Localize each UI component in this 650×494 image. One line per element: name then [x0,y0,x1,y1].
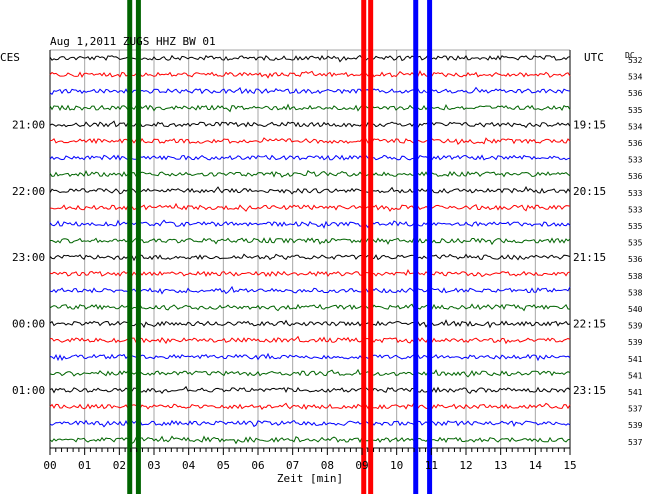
dc-value: 537 [628,438,643,447]
x-tick-label: 01 [78,459,91,472]
dc-value: 539 [628,322,643,331]
dc-value: 534 [628,122,643,131]
event-marker-5 [413,0,419,494]
dc-value: 535 [628,239,643,248]
dc-value: 536 [628,89,643,98]
dc-value: 538 [628,288,643,297]
x-tick-label: 02 [113,459,126,472]
x-tick-label: 09 [355,459,368,472]
x-tick-label: 12 [459,459,472,472]
right-hour-label: 22:15 [573,318,606,331]
left-hour-label: 21:00 [12,118,45,131]
x-tick-label: 13 [494,459,507,472]
left-hour-label: 00:00 [12,318,45,331]
dc-value: 539 [628,338,643,347]
dc-value: 533 [628,205,643,214]
x-axis-label: Zeit [min] [277,472,343,485]
left-hour-label: 22:00 [12,185,45,198]
seismic-traces [49,54,571,445]
event-marker-1 [127,0,133,494]
left-hour-labels: 21:00 22:00 23:00 00:00 01:00 [12,118,45,397]
right-hour-label: 23:15 [573,384,606,397]
x-tick-label: 11 [425,459,438,472]
right-hour-label: 19:15 [573,118,606,131]
dc-value: 541 [628,388,643,397]
dc-value: 541 [628,355,643,364]
event-marker-6 [427,0,433,494]
left-timezone-label: CES [0,51,20,64]
chart-title: Aug 1,2011 ZUGS HHZ BW 01 [50,35,216,48]
right-timezone-label: UTC [584,51,604,64]
x-tick-label: 07 [286,459,299,472]
dc-value: 535 [628,222,643,231]
dc-value-labels: 532 534 536 535 534 536 533 536 533 533 535 535 536 5… [628,56,643,447]
right-hour-label: 21:15 [573,251,606,264]
left-hour-label: 23:00 [12,251,45,264]
right-hour-label: 20:15 [573,185,606,198]
x-tick-label: 14 [529,459,543,472]
dc-value: 540 [628,305,643,314]
dc-value: 538 [628,272,643,281]
x-tick-label: 00 [43,459,56,472]
dc-value: 536 [628,255,643,264]
x-tick-label: 04 [182,459,196,472]
dc-value: 533 [628,156,643,165]
dc-value: 535 [628,106,643,115]
x-tick-label: 10 [390,459,403,472]
dc-value: 536 [628,172,643,181]
dc-value: 539 [628,421,643,430]
x-axis: 00 01 02 03 04 05 06 07 08 09 10 11 12 13 14 15 [43,448,577,472]
dc-value: 534 [628,73,643,82]
dc-value: 536 [628,139,643,148]
right-hour-labels: 19:15 20:15 21:15 22:15 23:15 [573,118,606,397]
x-tick-label: 08 [321,459,334,472]
dc-value: 533 [628,189,643,198]
x-tick-label: 15 [563,459,576,472]
dc-value: 541 [628,371,643,380]
x-tick-label: 03 [147,459,160,472]
x-tick-label: 06 [251,459,264,472]
event-markers [127,0,433,494]
dc-header: DC [625,51,635,60]
event-marker-2 [135,0,141,494]
left-hour-label: 01:00 [12,384,45,397]
event-marker-3 [361,0,367,494]
x-tick-label: 05 [217,459,230,472]
dc-value: 537 [628,405,643,414]
event-marker-4 [368,0,374,494]
dc-value: 532 [628,56,643,65]
